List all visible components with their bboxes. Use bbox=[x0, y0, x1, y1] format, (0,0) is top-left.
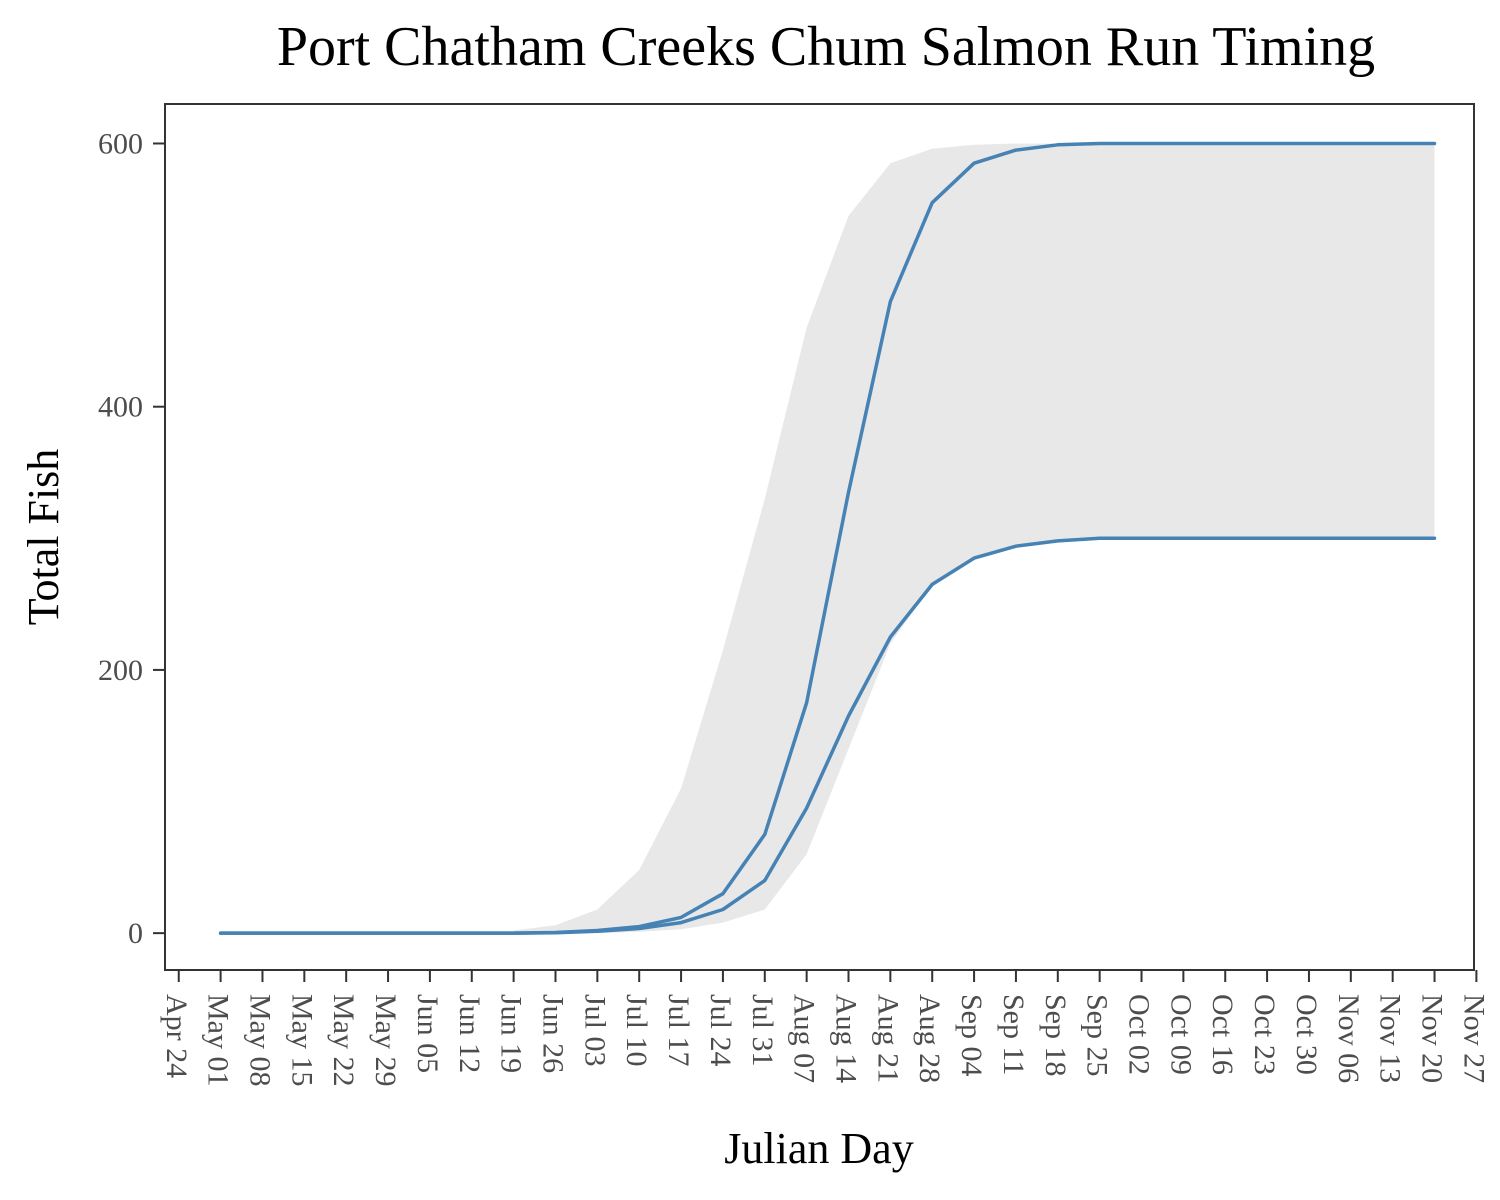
x-tick-label: May 22 bbox=[327, 994, 360, 1087]
y-tick-label: 600 bbox=[98, 127, 143, 160]
y-tick-label: 400 bbox=[98, 391, 143, 424]
x-tick-label: Nov 06 bbox=[1332, 994, 1365, 1083]
x-tick-label: Jul 03 bbox=[578, 994, 611, 1067]
x-tick-label: Sep 11 bbox=[997, 994, 1030, 1075]
x-tick-label: Jul 17 bbox=[662, 994, 695, 1067]
confidence-band-layer bbox=[513, 143, 1435, 934]
plot-frame bbox=[164, 103, 1475, 971]
x-tick-label: Nov 27 bbox=[1457, 994, 1490, 1083]
y-tick-label: 0 bbox=[128, 917, 143, 950]
x-tick-label: Aug 14 bbox=[830, 994, 863, 1083]
series-layer bbox=[218, 141, 1437, 935]
x-tick-label: Apr 24 bbox=[160, 994, 193, 1078]
x-tick-label: Sep 04 bbox=[955, 994, 988, 1077]
x-tick-label: May 15 bbox=[285, 994, 318, 1087]
x-tick-label: Sep 25 bbox=[1081, 994, 1114, 1077]
y-tick-label: 200 bbox=[98, 654, 143, 687]
x-tick-label: Aug 21 bbox=[871, 994, 904, 1083]
x-tick-label: Jun 12 bbox=[453, 994, 486, 1073]
x-tick-label: May 01 bbox=[202, 994, 235, 1087]
x-tick-label: Jun 19 bbox=[495, 994, 528, 1073]
x-tick-label: Oct 30 bbox=[1290, 994, 1323, 1075]
x-tick-label: Oct 02 bbox=[1123, 994, 1156, 1075]
x-tick-label: Jun 26 bbox=[536, 994, 569, 1073]
series-line-2 bbox=[218, 536, 1437, 935]
x-tick-label: Jun 05 bbox=[411, 994, 444, 1073]
x-tick-label: Aug 07 bbox=[788, 994, 821, 1083]
x-tick-label: May 29 bbox=[369, 994, 402, 1087]
x-tick-label: Nov 13 bbox=[1374, 994, 1407, 1083]
x-tick-label: Aug 28 bbox=[913, 994, 946, 1083]
x-tick-label: Oct 16 bbox=[1206, 994, 1239, 1075]
chart-title: Port Chatham Creeks Chum Salmon Run Timi… bbox=[277, 16, 1375, 78]
x-tick-label: Nov 20 bbox=[1416, 994, 1449, 1083]
y-axis-title: Total Fish bbox=[19, 449, 68, 626]
x-tick-label: May 08 bbox=[243, 994, 276, 1087]
x-tick-label: Sep 18 bbox=[1039, 994, 1072, 1077]
x-tick-label: Oct 23 bbox=[1248, 994, 1281, 1075]
x-axis: Apr 24 May 01 May 08 May 15 May 22 May 29 Jun … bbox=[160, 970, 1490, 1087]
confidence-band bbox=[513, 143, 1435, 934]
x-tick-label: Oct 09 bbox=[1164, 994, 1197, 1075]
x-tick-label: Jul 24 bbox=[704, 994, 737, 1067]
x-tick-label: Jul 31 bbox=[746, 994, 779, 1067]
x-tick-label: Jul 10 bbox=[620, 994, 653, 1067]
x-axis-title: Julian Day bbox=[724, 1124, 913, 1173]
y-axis: 0 200 400 600 bbox=[98, 127, 165, 950]
